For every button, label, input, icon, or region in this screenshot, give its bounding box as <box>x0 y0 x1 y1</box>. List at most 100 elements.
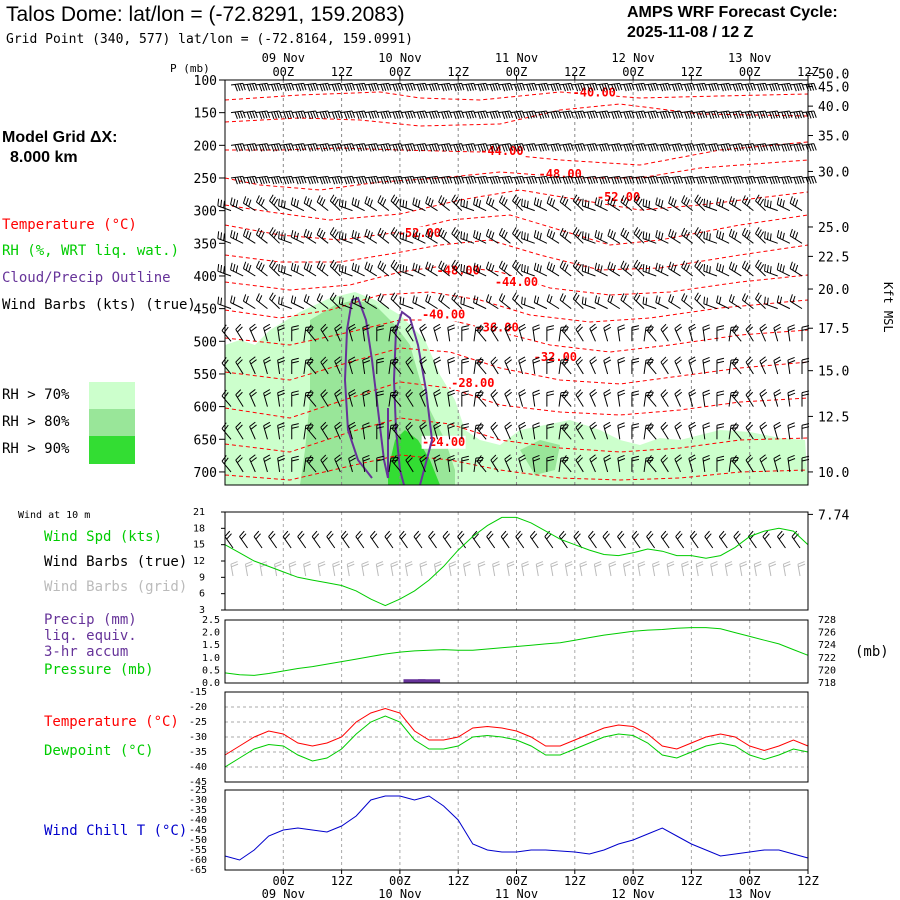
upper-barb-461 <box>575 356 584 375</box>
upper-barb-401 <box>433 323 442 342</box>
wind-chill-legend: Wind Chill T (°C) <box>44 823 188 839</box>
upper-barb-442 <box>348 356 356 375</box>
upper-barb-364 <box>559 293 572 310</box>
upper-barb-317 <box>572 259 584 277</box>
upper-barb-366 <box>581 296 596 310</box>
upper-barb-444 <box>376 357 384 374</box>
upper-barb-532 <box>277 422 285 440</box>
upper-barb-134 <box>692 143 708 152</box>
upper-barb-55 <box>315 110 331 119</box>
upper-barb-38 <box>692 82 708 92</box>
upper-barb-252 <box>364 228 378 244</box>
upper-barb-501 <box>476 389 487 407</box>
upper-barb-424 <box>716 325 725 342</box>
upper-barb-392 <box>320 323 329 342</box>
upper-barb-388 <box>277 324 285 342</box>
bottom-time-label-5: 12Z <box>564 874 586 888</box>
upper-barb-515 <box>646 389 657 407</box>
surface-barb-true-29 <box>646 530 656 549</box>
upper-barb-581 <box>291 455 299 472</box>
upper-barb-54 <box>303 110 319 119</box>
surface-barb-true-34 <box>718 530 728 549</box>
upper-barb-403 <box>461 325 469 342</box>
surface-barb-grid-8 <box>346 561 355 577</box>
upper-barb-66 <box>449 110 465 119</box>
pressure-axis-title: P (mb) <box>170 62 210 75</box>
surface-barb-true-1 <box>239 530 248 549</box>
upper-barb-221 <box>572 194 584 212</box>
upper-barb-396 <box>376 325 384 342</box>
upper-barb-395 <box>362 324 371 342</box>
upper-barb-264 <box>512 227 523 244</box>
upper-barb-369 <box>620 293 633 310</box>
upper-barb-316 <box>559 260 572 277</box>
upper-barb-205 <box>377 195 390 212</box>
upper-barb-156 <box>376 175 392 185</box>
precip-legend: Precip (mm) <box>44 612 137 628</box>
upper-barb-361 <box>521 296 535 310</box>
upper-barb-558 <box>589 421 598 440</box>
upper-barb-326 <box>681 260 693 277</box>
surface-barb-true-19 <box>500 530 510 549</box>
precip-axis: 0.0 0.51.0 1.52.0 2.5 <box>202 615 220 689</box>
upper-barb-577 <box>235 454 244 473</box>
chill-tick-label-1: -60 <box>189 855 207 866</box>
upper-barb-323 <box>642 263 657 277</box>
upper-barb-207 <box>399 198 414 212</box>
upper-barb-18 <box>449 82 465 92</box>
upper-barb-75 <box>558 110 574 119</box>
upper-barb-585 <box>334 454 342 473</box>
precip-tick-label-1: 0.5 <box>202 665 220 676</box>
top-time-label-6: 00Z <box>622 65 644 79</box>
upper-barb-206 <box>390 194 402 212</box>
upper-barb-393 <box>334 323 342 342</box>
upper-barb-583 <box>306 455 317 473</box>
upper-barb-273 <box>620 227 633 244</box>
upper-barb-98 <box>255 143 271 152</box>
upper-barb-590 <box>391 455 402 473</box>
surface-barb-grid-18 <box>492 561 500 577</box>
surface-barb-grid-0 <box>230 561 239 577</box>
surface-barb-true-15 <box>442 530 452 549</box>
chill-tick-label-4: -45 <box>189 825 207 836</box>
upper-barb-169 <box>534 175 550 185</box>
upper-barb-559 <box>603 421 612 440</box>
upper-barb-607 <box>603 454 612 473</box>
upper-barb-586 <box>348 454 356 473</box>
bottom-time-label-6: 00Z <box>622 874 644 888</box>
upper-barb-602 <box>546 455 554 472</box>
upper-barb-474 <box>731 357 742 375</box>
upper-barb-91 <box>753 110 769 119</box>
upper-barb-510 <box>589 389 598 407</box>
wind-tick-label-2: 9 <box>199 572 205 583</box>
upper-barb-472 <box>716 357 725 374</box>
temp-contour-10 <box>224 319 809 353</box>
upper-barb-137 <box>729 143 744 152</box>
upper-barb-556 <box>561 422 572 440</box>
upper-barb-429 <box>773 323 782 342</box>
upper-barb-122 <box>546 143 562 152</box>
upper-barb-540 <box>376 423 384 440</box>
upper-barb-258 <box>438 227 450 244</box>
upper-barb-302 <box>390 259 402 277</box>
temp-label-3: -52.00 <box>597 190 640 204</box>
upper-barb-270 <box>581 231 596 244</box>
surface-barb-true-24 <box>573 530 583 549</box>
surface-barb-grid-31 <box>681 561 689 577</box>
upper-barb-549 <box>476 422 487 440</box>
bottom-time-label-4: 00Z <box>506 874 528 888</box>
upper-barb-14 <box>401 82 416 92</box>
surface-barb-grid-7 <box>332 561 340 577</box>
upper-barb-498 <box>447 389 456 407</box>
upper-barb-59 <box>364 110 380 119</box>
upper-barb-226 <box>633 194 645 212</box>
upper-barb-467 <box>646 357 657 375</box>
wind-panel: 3 6 9 12 15 18 21 <box>193 507 809 616</box>
upper-barb-161 <box>437 175 453 185</box>
upper-barb-197 <box>278 198 292 212</box>
upper-barb-458 <box>546 357 554 374</box>
upper-barb-359 <box>498 293 511 310</box>
upper-barb-11 <box>364 82 380 92</box>
upper-barb-254 <box>390 227 402 244</box>
upper-barb-387 <box>263 323 271 342</box>
